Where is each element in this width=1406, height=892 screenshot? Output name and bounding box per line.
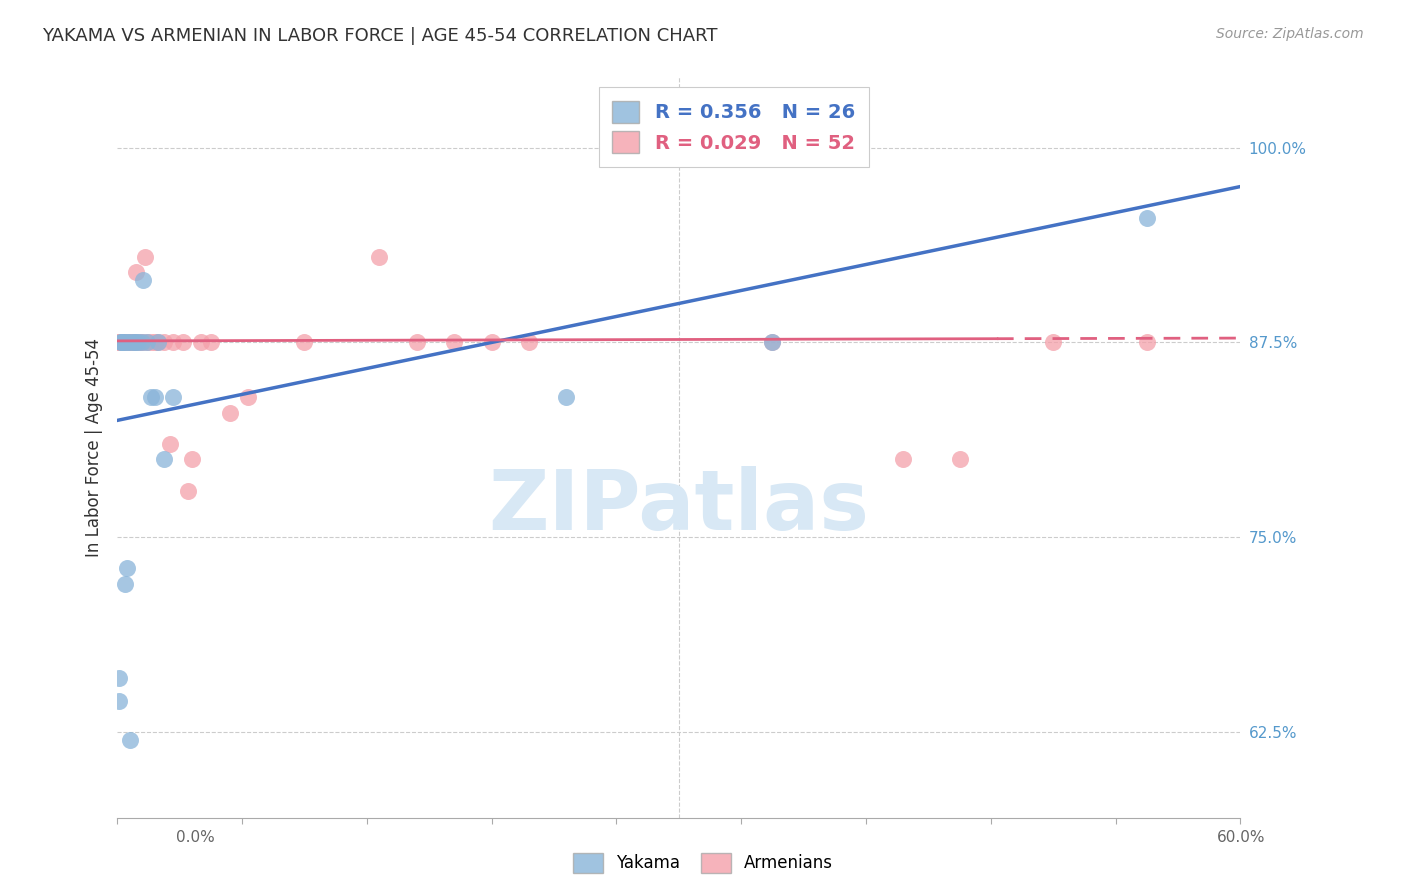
Point [218,406,240,420]
Point [1136,335,1159,350]
Legend: R = 0.356   N = 26, R = 0.029   N = 52: R = 0.356 N = 26, R = 0.029 N = 52 [599,87,869,167]
Point [111,335,134,350]
Point [761,335,783,350]
Point [162,335,184,350]
Point [115,335,138,350]
Point [172,335,194,350]
Point [121,335,143,350]
Point [139,390,162,404]
Point [108,335,131,350]
Point [122,335,145,350]
Point [127,335,149,350]
Point [125,265,148,279]
Point [148,335,170,350]
Point [948,452,970,467]
Point [1136,211,1159,225]
Point [110,335,132,350]
Text: ZIPatlas: ZIPatlas [488,467,869,548]
Point [108,335,131,350]
Point [117,335,139,350]
Point [132,273,155,287]
Point [115,335,138,350]
Point [108,671,131,685]
Point [761,335,783,350]
Point [148,335,170,350]
Text: 60.0%: 60.0% [1218,830,1265,845]
Point [200,335,222,350]
Point [139,335,162,350]
Point [238,390,260,404]
Y-axis label: In Labor Force | Age 45-54: In Labor Force | Age 45-54 [86,338,103,558]
Point [1042,335,1064,350]
Point [114,335,136,350]
Point [115,561,138,575]
Point [108,694,131,708]
Point [143,335,166,350]
Point [517,335,540,350]
Point [134,250,156,264]
Point [111,335,134,350]
Point [110,335,132,350]
Point [114,577,136,591]
Point [162,390,184,404]
Point [131,335,153,350]
Legend: Yakama, Armenians: Yakama, Armenians [567,847,839,880]
Point [136,335,159,350]
Text: YAKAMA VS ARMENIAN IN LABOR FORCE | AGE 45-54 CORRELATION CHART: YAKAMA VS ARMENIAN IN LABOR FORCE | AGE … [42,27,717,45]
Point [111,335,134,350]
Point [143,390,166,404]
Text: Source: ZipAtlas.com: Source: ZipAtlas.com [1216,27,1364,41]
Point [125,335,148,350]
Point [405,335,427,350]
Point [177,483,200,498]
Point [136,335,159,350]
Point [125,335,148,350]
Point [368,250,391,264]
Point [153,452,176,467]
Point [117,335,139,350]
Point [190,335,212,350]
Point [481,335,503,350]
Point [121,335,143,350]
Point [115,335,138,350]
Point [110,335,132,350]
Point [128,335,150,350]
Point [181,452,204,467]
Point [153,335,176,350]
Point [292,335,315,350]
Point [120,733,142,747]
Point [111,335,134,350]
Point [122,335,145,350]
Point [893,452,915,467]
Point [110,335,132,350]
Point [114,335,136,350]
Point [555,390,578,404]
Point [159,437,181,451]
Text: 0.0%: 0.0% [176,830,215,845]
Point [443,335,465,350]
Point [121,335,143,350]
Point [120,335,142,350]
Point [131,335,153,350]
Point [117,335,139,350]
